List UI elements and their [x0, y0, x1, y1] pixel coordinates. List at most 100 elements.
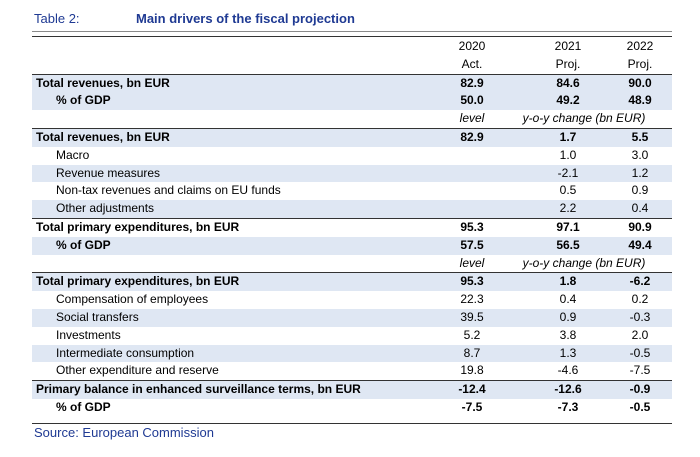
- row-label: Total revenues, bn EUR: [36, 75, 170, 90]
- value-2022: 48.9: [628, 93, 652, 108]
- year-type-2021: Proj.: [555, 56, 581, 71]
- value-2022: 5.5: [631, 129, 649, 144]
- value-2021: 1.7: [559, 129, 577, 144]
- row-label: Social transfers: [56, 309, 139, 324]
- level-yoy-row: level y-o-y change (bn EUR): [32, 110, 672, 128]
- value-2021: 97.1: [556, 219, 580, 234]
- row-label: % of GDP: [56, 93, 111, 108]
- table-row: % of GDP 57.5 56.5 49.4: [32, 236, 672, 255]
- fiscal-table: 2020 2021 2022 Act. Proj. Proj. Total re…: [32, 38, 672, 417]
- row-label: % of GDP: [56, 237, 111, 252]
- value-2020: -12.4: [458, 382, 486, 397]
- table-row: Social transfers 39.5 0.9 -0.3: [32, 308, 672, 327]
- row-label: Investments: [56, 327, 121, 342]
- table-row: Total primary expenditures, bn EUR 95.3 …: [32, 272, 672, 292]
- yoy-label: y-o-y change (bn EUR): [522, 111, 646, 126]
- value-2022: -6.2: [629, 274, 651, 289]
- row-label: Total primary expenditures, bn EUR: [36, 274, 240, 289]
- value-2022: 1.2: [631, 165, 649, 180]
- row-label: Non-tax revenues and claims on EU funds: [56, 183, 281, 198]
- table-row: Compensation of employees 22.3 0.4 0.2: [32, 291, 672, 309]
- row-label: Revenue measures: [56, 165, 161, 180]
- value-2022: 0.9: [631, 183, 649, 198]
- table-row: Macro 1.0 3.0: [32, 147, 672, 165]
- source-divider: [32, 423, 672, 424]
- value-2020: 5.2: [463, 327, 481, 342]
- table-row: Investments 5.2 3.8 2.0: [32, 327, 672, 345]
- table-row: Total primary expenditures, bn EUR 95.3 …: [32, 217, 672, 237]
- value-2021: 56.5: [556, 237, 580, 252]
- value-2022: 0.4: [631, 201, 649, 216]
- value-2022: 49.4: [628, 237, 652, 252]
- year-2022: 2022: [626, 39, 654, 53]
- table-header: Table 2: Main drivers of the fiscal proj…: [32, 11, 672, 31]
- value-2020: -7.5: [461, 399, 483, 414]
- table-row: Total revenues, bn EUR 82.9 1.7 5.5: [32, 127, 672, 147]
- row-label: % of GDP: [56, 399, 111, 414]
- value-2020: 82.9: [460, 75, 484, 90]
- row-label: Compensation of employees: [56, 292, 209, 307]
- table-title: Main drivers of the fiscal projection: [136, 11, 355, 26]
- year-type-2022: Proj.: [627, 56, 653, 71]
- table-top-rule: [32, 36, 672, 37]
- value-2020: 8.7: [463, 345, 481, 360]
- value-2021: -12.6: [554, 382, 582, 397]
- value-2022: 3.0: [631, 147, 649, 162]
- value-2020: 19.8: [460, 363, 484, 378]
- table-row: Other adjustments 2.2 0.4: [32, 200, 672, 218]
- value-2021: 2.2: [559, 201, 577, 216]
- value-2022: -0.5: [629, 399, 651, 414]
- year-2020: 2020: [458, 39, 486, 53]
- value-2022: -0.3: [629, 309, 651, 324]
- row-label: Primary balance in enhanced surveillance…: [36, 382, 361, 397]
- value-2022: 0.2: [631, 292, 649, 307]
- table-row: Other expenditure and reserve 19.8 -4.6 …: [32, 362, 672, 380]
- level-yoy-row: level y-o-y change (bn EUR): [32, 255, 672, 273]
- value-2021: 0.5: [559, 183, 577, 198]
- year-row: 2020 2021 2022: [32, 38, 672, 56]
- value-2021: 49.2: [556, 93, 580, 108]
- value-2020: 50.0: [460, 93, 484, 108]
- value-2020: 39.5: [460, 309, 484, 324]
- year-type-row: Act. Proj. Proj.: [32, 56, 672, 74]
- table-row: Revenue measures -2.1 1.2: [32, 164, 672, 183]
- value-2021: 1.8: [559, 274, 577, 289]
- value-2020: 57.5: [460, 237, 484, 252]
- table-row: % of GDP 50.0 49.2 48.9: [32, 92, 672, 111]
- value-2021: 84.6: [556, 75, 580, 90]
- header-divider: [32, 31, 672, 32]
- row-label: Other adjustments: [56, 201, 155, 216]
- value-2022: 90.0: [628, 75, 652, 90]
- table-row: % of GDP -7.5 -7.3 -0.5: [32, 399, 672, 417]
- year-2021: 2021: [554, 39, 582, 53]
- year-type-2020: Act.: [461, 56, 483, 71]
- value-2021: 0.4: [559, 292, 577, 307]
- value-2022: 90.9: [628, 219, 652, 234]
- value-2022: -0.9: [629, 382, 651, 397]
- row-label: Total primary expenditures, bn EUR: [36, 219, 240, 234]
- value-2021: -2.1: [557, 165, 579, 180]
- level-label: level: [459, 111, 485, 126]
- value-2021: 0.9: [559, 309, 577, 324]
- table-row: Non-tax revenues and claims on EU funds …: [32, 182, 672, 200]
- row-label: Total revenues, bn EUR: [36, 129, 170, 144]
- value-2020: 95.3: [460, 219, 484, 234]
- row-label: Other expenditure and reserve: [56, 363, 219, 378]
- value-2021: 1.3: [559, 345, 577, 360]
- yoy-label: y-o-y change (bn EUR): [522, 255, 646, 270]
- value-2020: 95.3: [460, 274, 484, 289]
- value-2021: -4.6: [557, 363, 579, 378]
- table-label: Table 2:: [34, 11, 80, 26]
- value-2022: -0.5: [629, 345, 651, 360]
- source-note: Source: European Commission: [34, 425, 214, 440]
- value-2022: -7.5: [629, 363, 651, 378]
- table-row: Intermediate consumption 8.7 1.3 -0.5: [32, 344, 672, 363]
- value-2021: -7.3: [557, 399, 579, 414]
- value-2021: 3.8: [559, 327, 577, 342]
- row-label: Macro: [56, 147, 90, 162]
- row-label: Intermediate consumption: [56, 345, 195, 360]
- table-row: Total revenues, bn EUR 82.9 84.6 90.0: [32, 73, 672, 93]
- value-2021: 1.0: [559, 147, 577, 162]
- table-row: Primary balance in enhanced surveillance…: [32, 380, 672, 399]
- value-2020: 82.9: [460, 129, 484, 144]
